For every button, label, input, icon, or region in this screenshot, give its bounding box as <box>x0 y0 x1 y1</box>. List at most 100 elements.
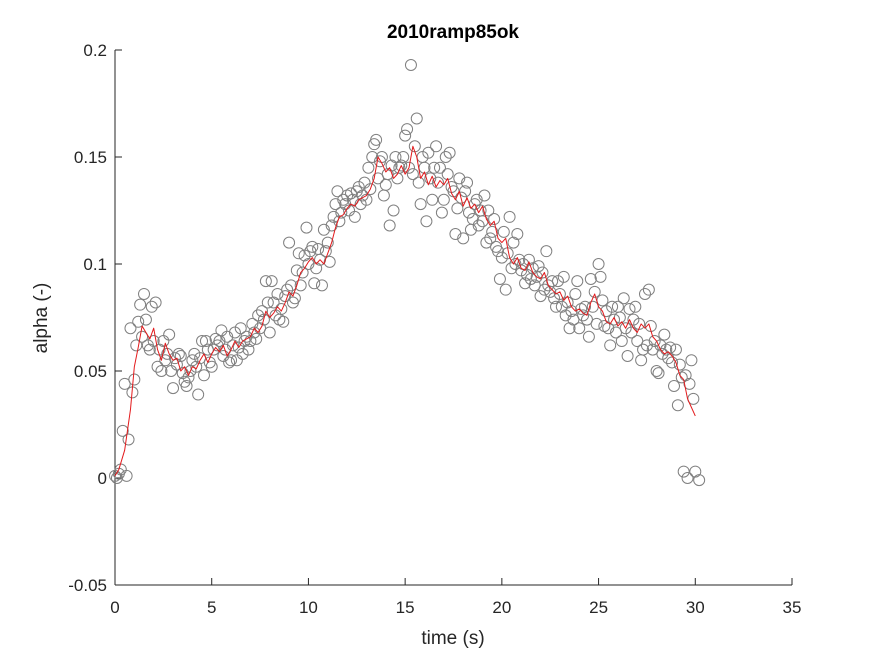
line-series <box>114 145 696 477</box>
data-point <box>256 305 269 318</box>
data-point <box>557 270 570 283</box>
data-point <box>281 283 294 296</box>
data-point <box>379 178 392 191</box>
data-point <box>637 343 650 356</box>
data-point <box>553 287 566 300</box>
data-point <box>302 258 315 270</box>
data-point <box>579 300 592 313</box>
data-point <box>652 367 665 380</box>
data-point <box>586 300 599 313</box>
data-point <box>317 223 330 236</box>
data-point <box>615 335 628 348</box>
data-point <box>683 377 696 390</box>
data-point <box>671 399 684 412</box>
data-point <box>383 219 396 232</box>
data-point <box>428 161 441 174</box>
data-point <box>223 356 236 369</box>
data-point <box>277 315 290 328</box>
data-point <box>406 168 419 181</box>
data-point <box>482 204 495 217</box>
data-point <box>221 330 234 343</box>
x-tick-label: 30 <box>686 598 705 617</box>
data-point <box>582 330 595 343</box>
data-point <box>433 161 446 174</box>
data-point <box>151 360 164 373</box>
data-point <box>310 262 323 275</box>
y-tick-label: -0.05 <box>68 576 107 595</box>
data-point <box>174 350 187 363</box>
data-point <box>393 161 406 174</box>
x-tick-label: 20 <box>492 598 511 617</box>
data-point <box>466 213 479 226</box>
data-point <box>163 328 176 341</box>
chart-title: 2010ramp85ok <box>387 22 519 43</box>
data-point <box>312 243 325 256</box>
data-point <box>437 193 450 206</box>
data-point <box>486 225 499 238</box>
x-tick-label: 5 <box>207 598 216 617</box>
data-point <box>451 202 464 215</box>
data-point <box>590 317 603 330</box>
data-point <box>522 253 535 266</box>
data-point <box>306 240 319 253</box>
data-point <box>267 296 280 309</box>
data-point <box>588 285 601 298</box>
data-point <box>257 313 270 326</box>
data-point <box>507 236 520 249</box>
data-point <box>478 189 491 202</box>
data-point <box>685 354 698 367</box>
data-point <box>414 198 427 211</box>
data-point <box>246 317 259 330</box>
data-point <box>584 272 597 285</box>
data-point <box>395 159 408 172</box>
data-point <box>385 159 398 172</box>
data-point <box>635 354 648 367</box>
data-point <box>292 247 305 260</box>
data-point <box>538 283 551 296</box>
data-point <box>139 313 152 326</box>
data-point <box>325 219 338 232</box>
data-point <box>130 339 143 352</box>
data-point <box>563 322 576 335</box>
data-point <box>550 300 563 313</box>
x-tick-label: 0 <box>110 598 119 617</box>
data-point <box>283 236 296 249</box>
data-point <box>449 228 462 241</box>
data-point <box>594 270 607 283</box>
data-point <box>569 287 582 300</box>
data-point <box>511 228 524 241</box>
data-point <box>132 315 145 328</box>
data-point <box>462 206 475 219</box>
data-point <box>677 465 690 478</box>
data-point <box>669 343 682 356</box>
data-point <box>412 176 425 189</box>
data-point <box>497 225 510 238</box>
data-point <box>577 309 590 322</box>
fit-line <box>114 145 696 477</box>
data-point <box>362 161 375 174</box>
data-point <box>242 343 255 356</box>
data-point <box>294 279 307 292</box>
data-point <box>199 335 212 348</box>
data-point <box>638 287 651 300</box>
data-point <box>147 335 160 348</box>
data-point <box>623 302 636 315</box>
data-point <box>403 161 416 174</box>
data-point <box>606 300 619 313</box>
data-point <box>145 300 158 313</box>
data-point <box>134 298 147 311</box>
data-point <box>319 245 332 258</box>
data-point <box>404 58 417 71</box>
data-point <box>377 189 390 202</box>
data-point <box>344 187 357 200</box>
data-point <box>650 365 663 377</box>
data-point <box>397 151 410 163</box>
data-point <box>453 172 466 185</box>
data-point <box>470 193 483 206</box>
data-point <box>186 354 199 367</box>
data-point <box>658 328 671 341</box>
data-point <box>461 176 474 189</box>
data-point <box>143 343 156 356</box>
